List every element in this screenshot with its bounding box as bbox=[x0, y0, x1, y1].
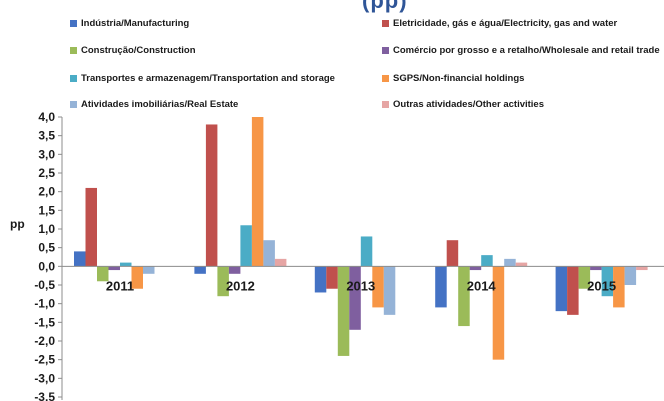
y-tick-label: 3,5 bbox=[38, 129, 55, 143]
bar bbox=[228, 266, 241, 274]
bar bbox=[555, 266, 568, 312]
y-tick-label: 2,0 bbox=[38, 185, 55, 199]
x-tick-label: 2014 bbox=[467, 278, 497, 293]
legend-swatch bbox=[70, 75, 77, 82]
bar bbox=[120, 262, 132, 267]
legend-swatch bbox=[382, 47, 389, 54]
legend-label: Eletricidade, gás e água/Electricity, ga… bbox=[393, 18, 618, 29]
legend-item: Outras atividades/Other activities bbox=[382, 99, 544, 110]
legend-item: Construção/Construction bbox=[70, 45, 196, 56]
y-tick-label: -1,5 bbox=[34, 315, 55, 329]
legend-swatch bbox=[70, 47, 77, 54]
bar bbox=[251, 117, 264, 267]
bar bbox=[613, 266, 625, 308]
y-tick-label: 4,0 bbox=[38, 110, 55, 124]
bar bbox=[578, 266, 591, 289]
bar bbox=[240, 225, 252, 267]
bar bbox=[326, 266, 338, 289]
y-tick-label: 0,5 bbox=[38, 241, 55, 255]
bar bbox=[217, 266, 229, 297]
bar bbox=[372, 266, 384, 308]
y-tick-label: 2,5 bbox=[38, 166, 55, 180]
bar bbox=[435, 266, 447, 308]
x-tick-label: 2015 bbox=[587, 278, 616, 293]
bar bbox=[74, 251, 86, 267]
bar bbox=[131, 266, 143, 289]
bar bbox=[636, 266, 648, 271]
legend-label: Indústria/Manufacturing bbox=[81, 18, 190, 29]
chart-legend: Indústria/Manufacturing Eletricidade, gá… bbox=[0, 0, 664, 112]
legend-item: Atividades imobiliárias/Real Estate bbox=[70, 99, 238, 110]
legend-swatch bbox=[382, 75, 389, 82]
bar bbox=[624, 266, 637, 285]
y-tick-label: -3,0 bbox=[34, 371, 55, 385]
bar bbox=[481, 255, 493, 267]
bar bbox=[263, 240, 275, 267]
legend-label: Atividades imobiliárias/Real Estate bbox=[81, 99, 239, 110]
legend-swatch bbox=[382, 20, 389, 27]
y-tick-label: 1,0 bbox=[38, 222, 55, 236]
legend-item: Comércio por grosso e a retalho/Wholesal… bbox=[382, 45, 660, 56]
bar bbox=[108, 266, 120, 271]
bar bbox=[205, 124, 218, 267]
bar bbox=[469, 266, 482, 271]
legend-swatch bbox=[70, 101, 77, 108]
bar bbox=[360, 236, 373, 267]
bar bbox=[458, 266, 470, 327]
bar bbox=[349, 266, 361, 330]
bar bbox=[567, 266, 579, 315]
y-tick-label: -1,0 bbox=[34, 297, 55, 311]
legend-label: Transportes e armazenagem/Transportation… bbox=[81, 73, 335, 84]
chart-title-fragment: (pp) bbox=[362, 0, 408, 13]
bar bbox=[337, 266, 350, 356]
x-tick-label: 2013 bbox=[346, 278, 375, 293]
y-tick-label: -3,5 bbox=[34, 390, 55, 401]
legend-item: Transportes e armazenagem/Transportation… bbox=[70, 73, 335, 84]
y-tick-label: -2,0 bbox=[34, 334, 55, 348]
legend-label: Comércio por grosso e a retalho/Wholesal… bbox=[393, 45, 660, 56]
bar bbox=[446, 240, 459, 267]
bar bbox=[194, 266, 206, 274]
bar bbox=[97, 266, 109, 282]
y-tick-label: 0,0 bbox=[38, 259, 55, 273]
bar bbox=[492, 266, 505, 360]
bar bbox=[314, 266, 327, 293]
y-tick-label: -0,5 bbox=[34, 278, 55, 292]
bar bbox=[515, 262, 528, 267]
legend-label: SGPS/Non-financial holdings bbox=[393, 73, 525, 84]
bar bbox=[274, 258, 287, 267]
x-tick-label: 2012 bbox=[226, 278, 255, 293]
y-tick-label: -2,5 bbox=[34, 353, 55, 367]
y-tick-label: 3,0 bbox=[38, 147, 55, 161]
bar bbox=[143, 266, 155, 274]
bar bbox=[590, 266, 602, 271]
bar bbox=[85, 187, 97, 267]
bar bbox=[383, 266, 396, 315]
legend-label: Construção/Construction bbox=[81, 45, 196, 56]
bar bbox=[601, 266, 614, 297]
y-axis-label: pp bbox=[10, 217, 25, 231]
legend-swatch bbox=[382, 101, 389, 108]
y-tick-label: 1,5 bbox=[38, 203, 55, 217]
legend-label: Outras atividades/Other activities bbox=[393, 99, 545, 110]
legend-item: SGPS/Non-financial holdings bbox=[382, 73, 524, 84]
legend-item: Eletricidade, gás e água/Electricity, ga… bbox=[382, 18, 617, 29]
legend-swatch bbox=[70, 20, 77, 27]
legend-item: Indústria/Manufacturing bbox=[70, 18, 189, 29]
x-tick-label: 2011 bbox=[106, 278, 134, 293]
bar bbox=[504, 258, 516, 267]
